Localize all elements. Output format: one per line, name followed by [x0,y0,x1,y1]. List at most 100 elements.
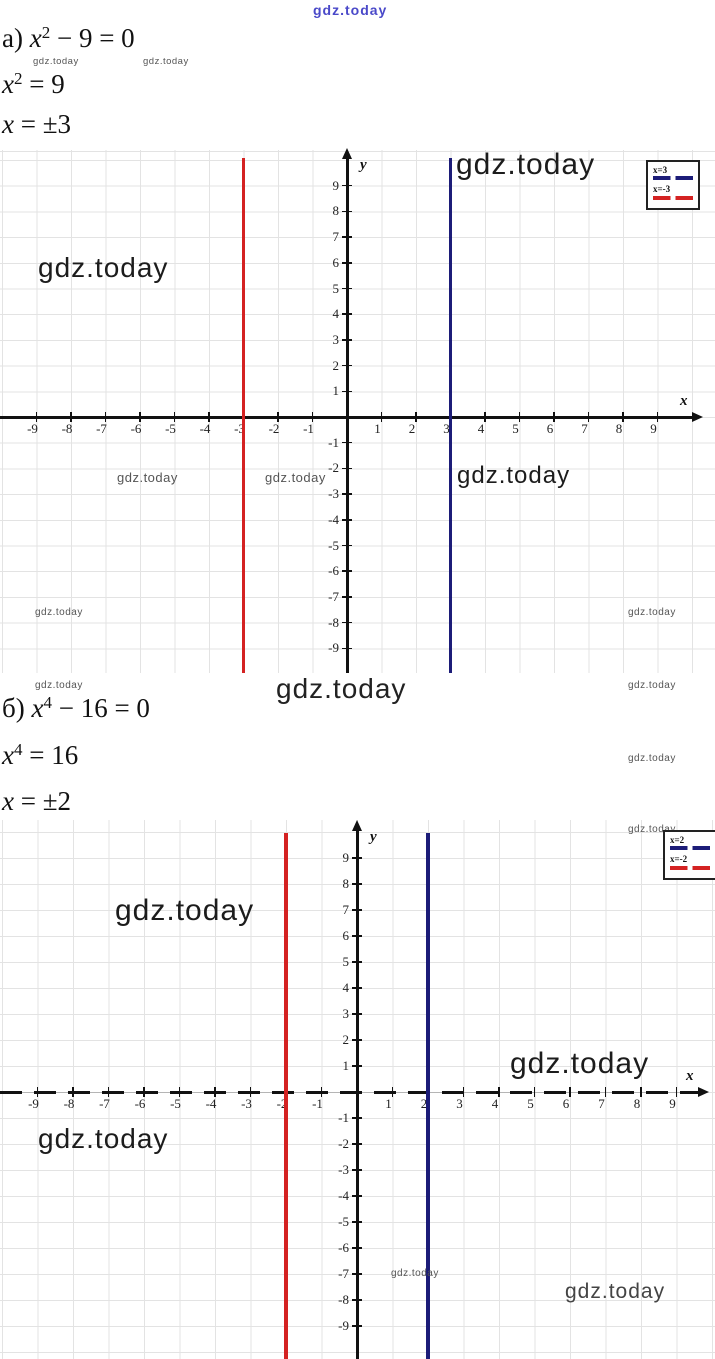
y-tick [342,262,352,264]
x-tick-label: 4 [477,421,485,436]
y-tick [352,883,362,885]
equation-b-step1: б) x4 − 16 = 0 [2,694,150,722]
y-tick [352,1325,362,1327]
y-tick-label: -9 [338,1318,349,1333]
x-tick [675,1087,678,1097]
watermark: gdz.today [457,462,571,489]
y-tick-label: -1 [328,434,339,450]
variable: x [2,69,14,99]
x-tick-label: 7 [581,421,588,436]
y-tick-label: -6 [338,1240,349,1255]
watermark: gdz.today [565,1280,666,1303]
x-tick-label: -7 [96,421,107,436]
y-tick-label: 3 [332,331,340,347]
y-tick [352,1247,362,1249]
y-tick-label: 3 [342,1006,350,1021]
legend-line-swatch [670,846,710,851]
x-tick-label: 6 [562,1096,570,1111]
x-tick [143,1087,145,1097]
watermark: gdz.today [115,894,255,927]
series-line-0 [448,158,453,673]
variable: x [2,786,14,816]
y-axis-label: y [360,157,367,173]
y-tick-label: -3 [328,486,339,502]
legend-line-swatch [653,195,693,200]
y-tick [342,236,352,238]
y-tick-label: 7 [332,229,340,245]
equation-rest: − 9 = 0 [50,23,135,53]
x-tick [484,412,486,422]
y-tick-label: 2 [332,357,340,373]
chart-b: x y -9 -8 -7 -6 -5 -4 -3 -2 -1 1 2 3 4 5 6 7 8 9 9 8 7 6 5 4 3 2 1 -1… [0,820,715,1359]
x-tick [36,1087,39,1097]
y-tick [352,1013,362,1015]
watermark: gdz.today [33,56,79,67]
x-tick-label: -6 [130,421,142,436]
x-tick-label: -2 [268,421,280,436]
equation-a-step1: а) x2 − 9 = 0 [2,24,135,52]
x-tick [70,412,72,422]
y-tick-label: 6 [332,254,340,270]
x-tick [518,412,521,422]
x-tick-label: 7 [598,1096,605,1111]
y-axis-arrow-icon [351,820,362,831]
y-tick-label: 5 [342,954,350,969]
x-tick-label: -1 [312,1096,323,1111]
equation-rest: = 16 [22,740,79,770]
x-tick [320,1087,323,1097]
watermark: gdz.today [628,607,676,618]
watermark: gdz.today [117,470,178,485]
y-tick [342,621,352,624]
series-line-1 [241,158,246,673]
exponent: 4 [13,740,23,759]
y-tick [342,493,352,495]
y-axis-label: y [370,829,377,845]
y-tick [342,287,352,290]
x-tick [640,1087,642,1097]
x-tick [178,1087,181,1097]
x-tick-label: 3 [456,1096,463,1111]
problem-label-a: а) [2,23,23,53]
x-tick [380,412,383,422]
x-tick [533,1087,536,1097]
watermark: gdz.today [265,470,326,485]
y-tick-label: -8 [338,1292,349,1307]
x-tick [498,1087,500,1097]
y-tick-label: -2 [338,1136,349,1151]
x-tick-label: 2 [420,1096,428,1111]
variable: x [2,109,14,139]
x-tick [391,1087,394,1097]
y-tick [342,339,352,341]
y-tick-label: 1 [342,1058,350,1073]
y-axis [345,158,349,673]
watermark-top: gdz.today [313,2,388,18]
x-tick [208,412,210,422]
x-tick-label: 5 [527,1096,534,1111]
y-tick-label: 5 [332,280,340,296]
legend-line-swatch [653,176,693,181]
y-tick-label: -8 [328,614,339,630]
y-axis [355,830,359,1359]
x-tick-label: -8 [63,1096,75,1111]
y-tick [342,519,352,521]
x-tick-label: 6 [546,421,554,436]
y-tick [342,390,352,393]
legend-label: x=3 [653,165,668,175]
y-tick-label: -7 [338,1266,349,1281]
y-tick [352,1169,362,1171]
watermark: gdz.today [456,148,596,181]
y-tick [352,1221,362,1223]
x-tick-label: 9 [650,421,657,436]
y-tick-label: 7 [342,902,350,917]
x-tick-label: 2 [408,421,416,436]
x-tick [462,1087,465,1097]
y-tick-label: -5 [328,537,339,553]
y-tick [352,1117,362,1119]
x-tick-label: 8 [615,421,623,436]
y-tick-label: -4 [328,511,339,527]
y-tick-label: -4 [338,1188,349,1203]
y-tick [352,1273,362,1275]
equation-a-step2: x2 = 9 [2,70,65,98]
x-axis-label: x [686,1068,694,1084]
x-tick [569,1087,571,1097]
